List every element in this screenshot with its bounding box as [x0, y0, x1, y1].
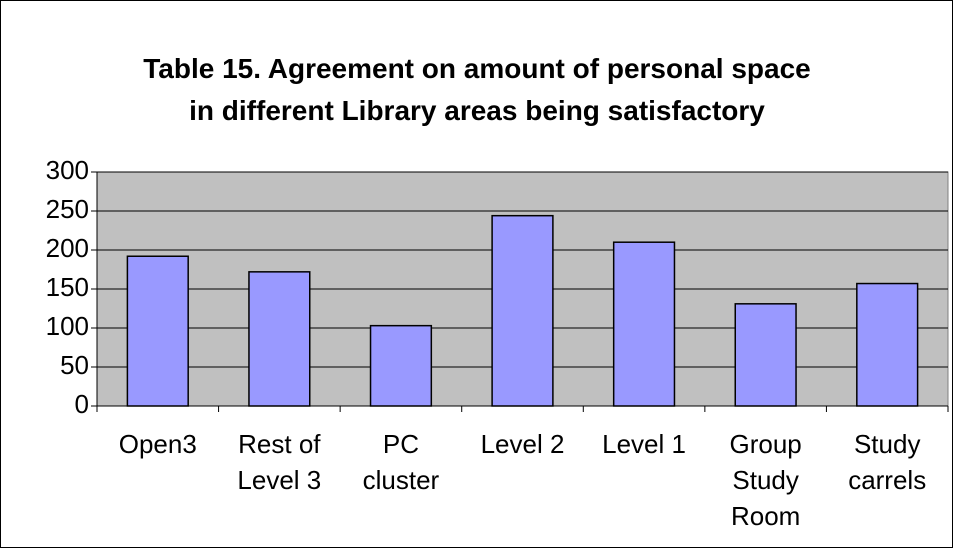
x-tick-label: Rest of Level 3 — [237, 429, 322, 495]
x-tick-label: Level 2 — [480, 429, 565, 459]
x-tick-label: Open3 — [118, 429, 197, 459]
y-tick-label: 250 — [46, 194, 89, 224]
bar — [369, 324, 433, 407]
bar — [248, 271, 311, 407]
bar — [612, 241, 676, 407]
bar — [856, 282, 919, 407]
bar — [126, 255, 189, 407]
chart-title: Table 15. Agreement on amount of persona… — [143, 53, 811, 126]
x-tick-label: Level 1 — [602, 429, 686, 459]
y-tick-label: 100 — [46, 311, 89, 341]
y-tick-label: 300 — [46, 155, 89, 185]
y-tick-label: 0 — [75, 389, 89, 419]
y-tick-label: 50 — [60, 350, 89, 380]
x-tick-label: Study carrels — [848, 429, 927, 495]
bar — [491, 214, 554, 407]
y-tick-label: 150 — [46, 272, 89, 302]
bar — [734, 303, 797, 407]
x-tick-label: PC cluster — [362, 429, 440, 495]
y-tick-label: 200 — [46, 233, 89, 263]
x-tick-label: Group Study Room — [729, 429, 802, 531]
